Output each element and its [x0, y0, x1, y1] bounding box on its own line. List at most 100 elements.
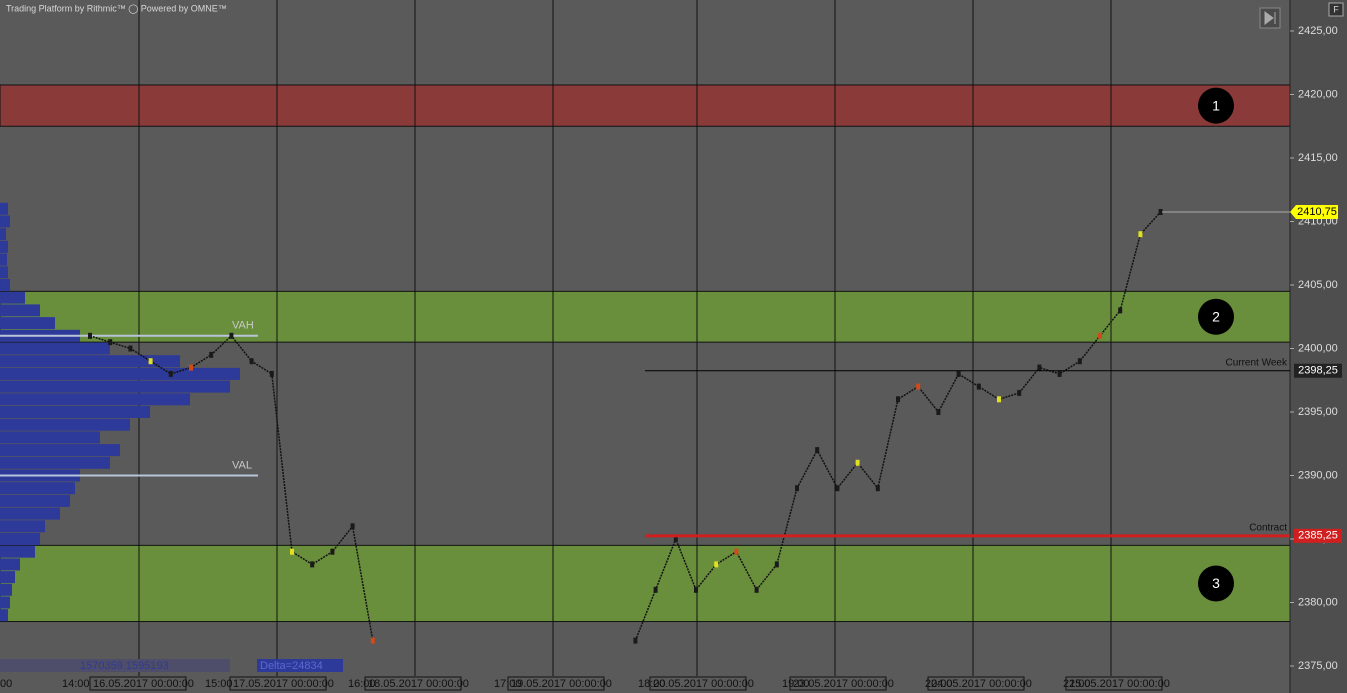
profile-bar [0, 533, 40, 545]
x-label-box [89, 676, 187, 691]
price-tick [855, 459, 860, 466]
price-tick [835, 485, 840, 492]
profile-bar [0, 380, 230, 393]
zone-badge [1198, 565, 1234, 602]
price-tick [774, 561, 779, 568]
level-label: Contract [1249, 522, 1287, 533]
price-tick [370, 637, 375, 644]
x-label: 20:00 [925, 678, 953, 690]
price-tick [936, 409, 941, 415]
y-tick-label: 2390,00 [1298, 469, 1338, 481]
price-axis-background [1290, 0, 1347, 693]
level-tag-label: 2385,25 [1298, 530, 1338, 542]
y-tick-label: 2380,00 [1298, 596, 1338, 608]
price-tick [633, 637, 638, 644]
level-tag [1294, 363, 1342, 378]
price-tick [1138, 231, 1143, 238]
scroll-button[interactable] [1259, 7, 1281, 29]
price-tick [269, 370, 274, 377]
y-tick-label: 2395,00 [1298, 406, 1338, 418]
y-tick-label: 2375,00 [1298, 660, 1338, 672]
x-label: 16.05.2017 00:00:00 [93, 678, 194, 690]
x-label-box [927, 676, 1025, 691]
x-label: 18.05.2017 00:00:00 [368, 678, 469, 690]
profile-bar [0, 571, 15, 584]
profile-bar [0, 215, 10, 228]
profile-bar [0, 583, 12, 596]
y-tick-label: 2405,00 [1298, 279, 1338, 291]
y-tick-label: 2400,00 [1298, 342, 1338, 354]
zone-badge [1198, 298, 1234, 335]
x-label-box [649, 676, 747, 691]
value-area-label: VAH [232, 320, 254, 332]
price-tick [290, 548, 294, 555]
x-label: 24.05.2017 00:00:00 [931, 678, 1032, 690]
x-label-box [1065, 676, 1163, 691]
profile-bar [0, 406, 150, 418]
x-label: 18:00 [638, 678, 666, 690]
corner-button[interactable] [1328, 2, 1344, 17]
price-tick [1158, 208, 1163, 215]
x-label-box [789, 676, 887, 691]
volume-label: 1570359 1595193 [80, 660, 169, 672]
x-label: 25.05.2017 00:00:00 [1069, 678, 1170, 690]
price-tick [997, 396, 1001, 403]
price-tick [976, 383, 981, 390]
price-tick [694, 586, 698, 593]
profile-bar [0, 202, 8, 215]
price-tick [1077, 358, 1082, 365]
zone-label: 2 [1212, 308, 1220, 324]
delta-box [257, 659, 343, 672]
price-tick [128, 345, 133, 352]
price-tick [209, 351, 214, 358]
price-tick [916, 383, 921, 390]
zone-badge [1198, 87, 1234, 124]
scroll-button-icon [1264, 11, 1276, 25]
x-label: 16:00 [348, 678, 376, 690]
profile-bar [0, 355, 180, 368]
y-tick-label: 2420,00 [1298, 88, 1338, 100]
price-tick [350, 523, 355, 530]
volume-box [0, 659, 230, 672]
price-tick [815, 447, 820, 454]
price-tick [875, 485, 880, 492]
profile-bar [0, 444, 120, 457]
profile-bar [0, 393, 190, 406]
profile-bar [0, 317, 55, 330]
header: Trading Platform by Rithmic™ ◯ Powered b… [6, 3, 227, 14]
level-tag-label: 2398,25 [1298, 365, 1338, 377]
x-label-box [364, 676, 462, 691]
price-tick [896, 396, 900, 403]
profile-bar [0, 253, 7, 266]
price-tick [1017, 389, 1022, 396]
profile-bar [0, 291, 25, 304]
x-label: 19:00 [782, 678, 810, 690]
last-price-tag [1290, 204, 1338, 219]
value-area-label: VAL [232, 459, 252, 471]
level-label: Current Week [1225, 357, 1288, 368]
price-tick [734, 548, 739, 555]
level-tag [1294, 528, 1342, 543]
profile-bar [0, 304, 40, 317]
profile-bar [0, 228, 6, 241]
price-tick [1057, 370, 1062, 377]
x-label: 19.05.2017 00:00:00 [511, 678, 612, 690]
price-tick [1037, 364, 1042, 371]
price-tick [673, 536, 678, 542]
price-tick [795, 485, 799, 492]
price-tick [168, 370, 173, 377]
profile-bar [0, 431, 100, 444]
price-tick [88, 332, 92, 339]
x-label: 15:00 [205, 678, 233, 690]
profile-bar [0, 240, 8, 253]
profile-bar [0, 545, 35, 558]
profile-bar [0, 342, 110, 355]
price-tick [249, 358, 254, 365]
price-tick [653, 586, 658, 593]
delta-label: Delta=24834 [260, 660, 323, 672]
zone [0, 84, 1291, 127]
zone [0, 544, 1291, 623]
profile-bar [0, 456, 110, 469]
zone-label: 1 [1212, 97, 1220, 113]
